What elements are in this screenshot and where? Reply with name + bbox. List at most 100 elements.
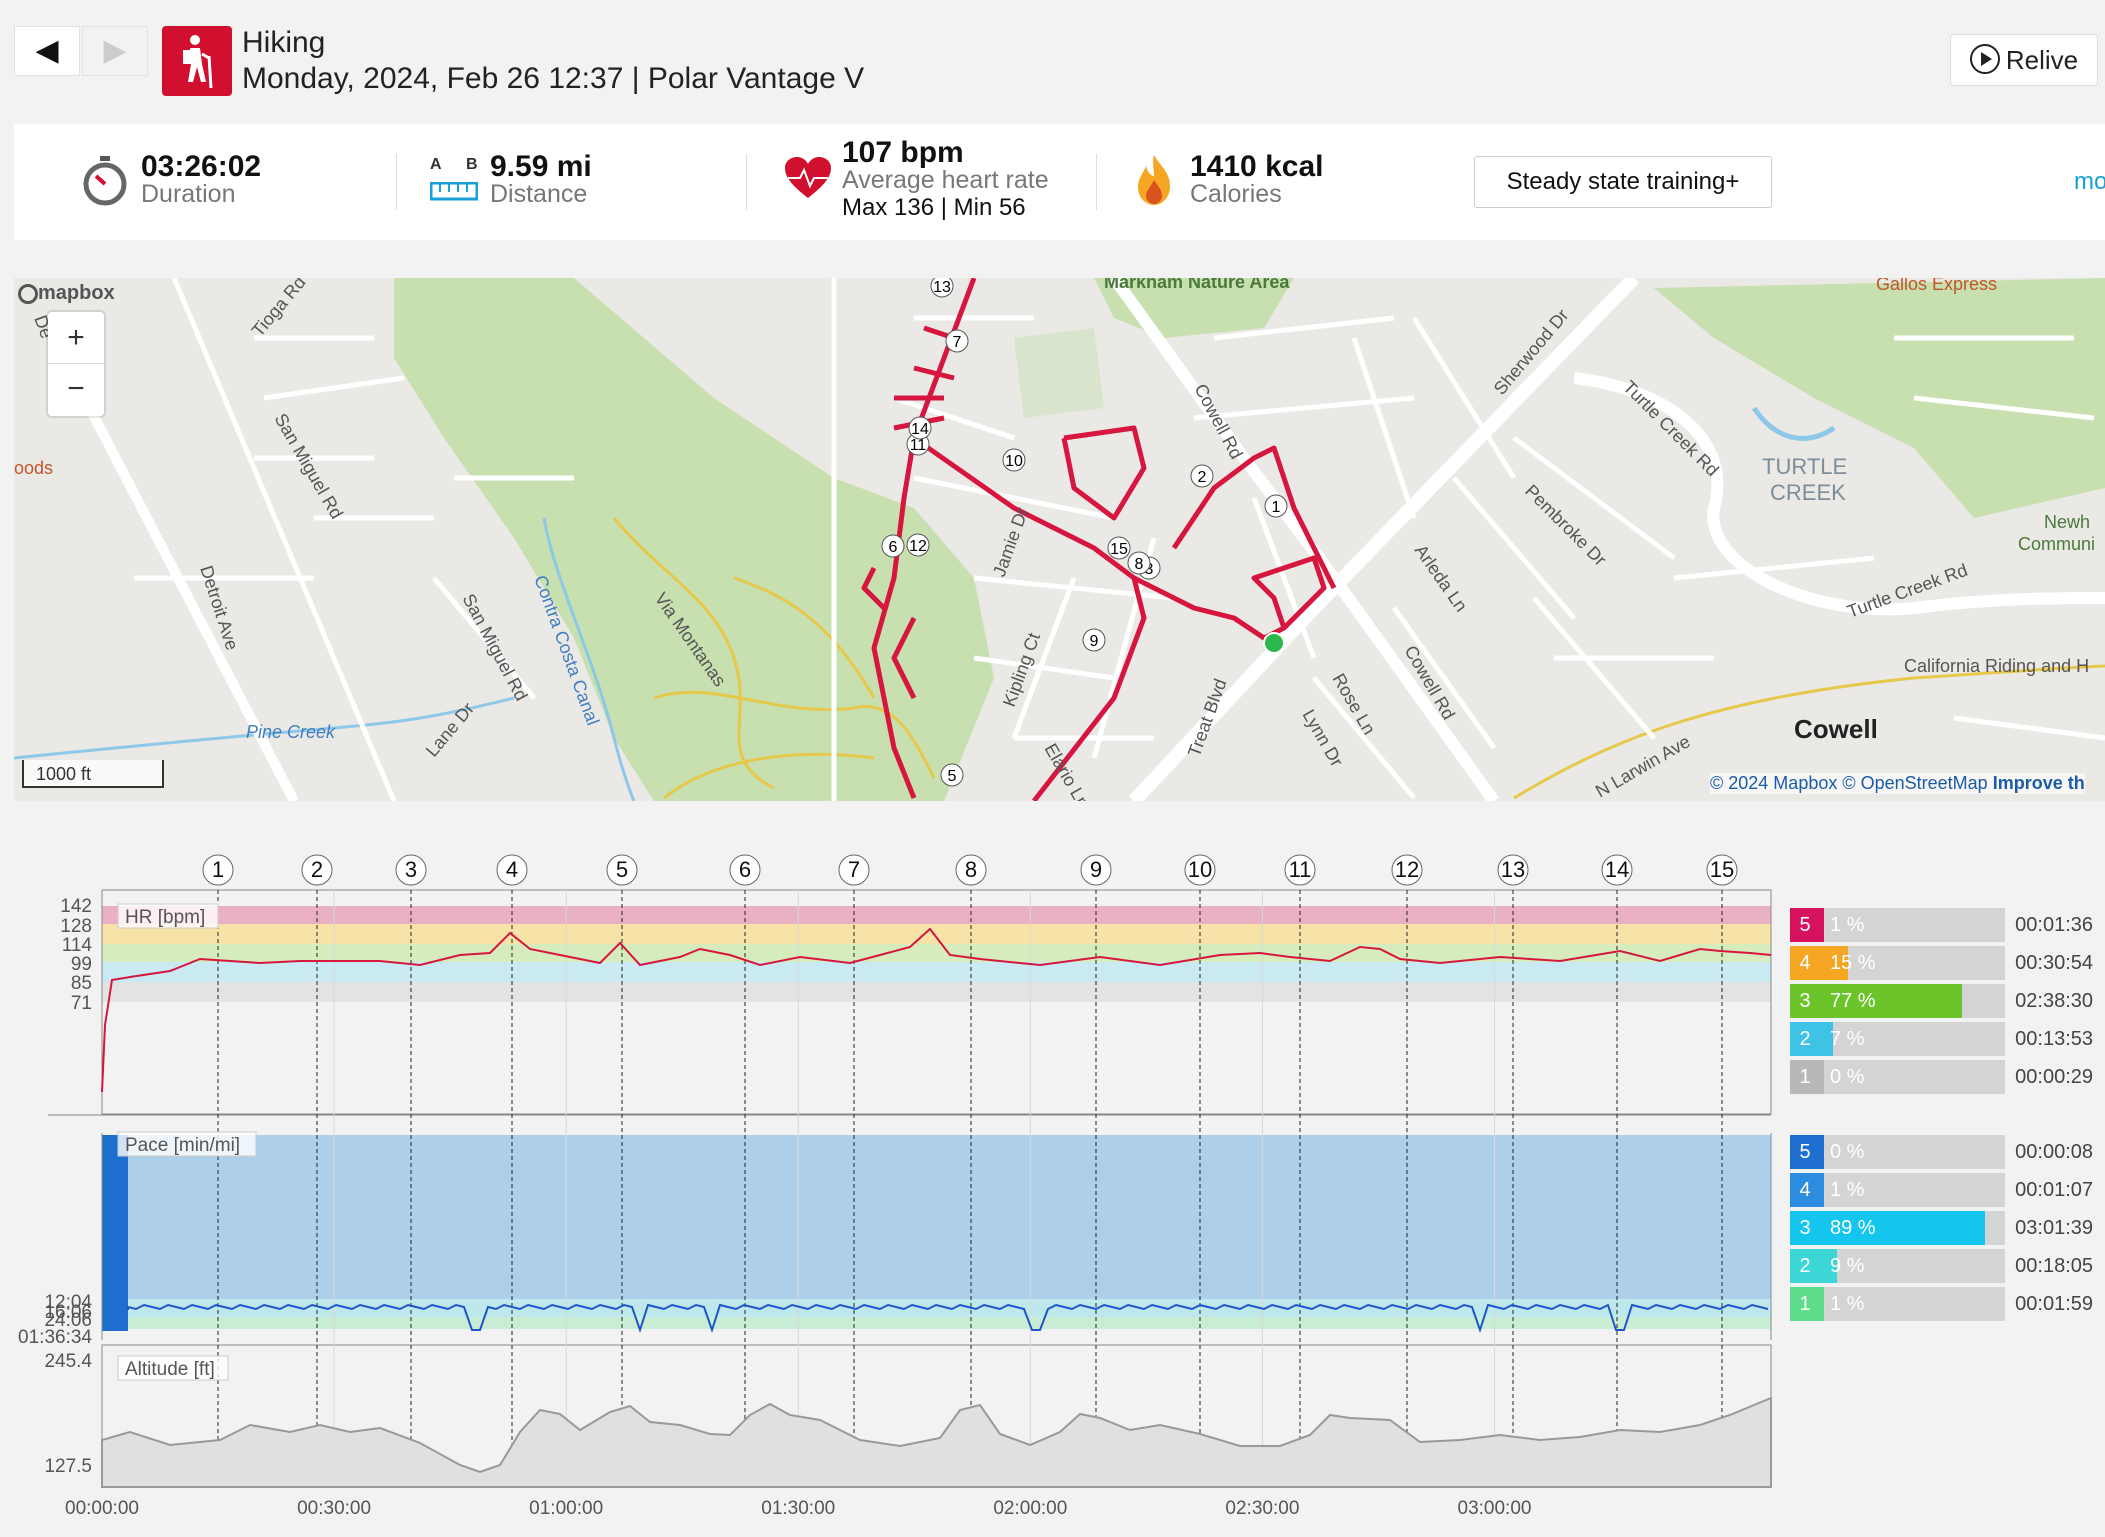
svg-text:Arleda Ln: Arleda Ln <box>1411 541 1472 616</box>
zone-bar-track <box>1820 946 2005 980</box>
zone-time: 00:00:08 <box>2015 1141 2093 1163</box>
zone-row: 3 89 % 03:01:39 <box>1790 1211 2095 1245</box>
lap-marker <box>1601 854 1633 886</box>
back-button[interactable]: ◀ <box>14 26 80 76</box>
zone-bar-track <box>1820 1287 2005 1321</box>
lap-marker <box>395 854 427 886</box>
hr-tick-label: 99 <box>71 954 92 975</box>
lap-number: 15 <box>1710 857 1734 882</box>
zone-percent: 9 % <box>1830 1255 1865 1277</box>
hr-label: Average heart rate <box>842 166 1049 194</box>
lap-number: 11 <box>1289 857 1312 882</box>
svg-text:2: 2 <box>1198 469 1207 486</box>
copyright-text[interactable]: © 2024 Mapbox © OpenStreetMap <box>1710 773 1988 793</box>
time-tick-label: 01:00:00 <box>529 1498 603 1519</box>
svg-text:Jamie Dr: Jamie Dr <box>989 505 1032 580</box>
pace-tick-label: 24:06 <box>44 1310 92 1331</box>
map-scale: 1000 ft <box>22 760 164 788</box>
hiking-icon <box>162 26 232 96</box>
zone-percent: 77 % <box>1830 990 1876 1012</box>
pace-zone-band <box>102 1299 1771 1317</box>
time-tick-label: 01:30:00 <box>761 1498 835 1519</box>
hr-value: 107 bpm <box>842 136 964 169</box>
svg-text:Tioga Rd: Tioga Rd <box>248 278 310 341</box>
altitude-tick-label: 245.4 <box>44 1351 92 1372</box>
zone-bar-fill <box>1820 1211 1985 1245</box>
lap-marker <box>1391 854 1423 886</box>
altitude-tick-label: 127.5 <box>44 1456 92 1477</box>
zone-percent: 89 % <box>1830 1217 1876 1239</box>
route-map[interactable]: 1 2 3 5 6 7 8 9 10 11 12 13 14 15 Markha… <box>14 278 2105 801</box>
time-tick-label: 00:30:00 <box>297 1498 371 1519</box>
zoom-in-button[interactable]: + <box>48 312 104 364</box>
altitude-chart-title: Altitude [ft] <box>125 1359 215 1380</box>
lap-marker <box>606 854 638 886</box>
flame-icon <box>1134 154 1174 211</box>
duration-label: Duration <box>141 180 236 208</box>
svg-text:15: 15 <box>1110 541 1128 558</box>
svg-text:N Larwin Ave: N Larwin Ave <box>1592 731 1694 801</box>
training-benefit-button[interactable]: Steady state training+ <box>1474 156 1772 208</box>
zone-time: 00:00:29 <box>2015 1066 2093 1088</box>
hr-zone-band <box>102 982 1771 1002</box>
zone-row: 5 0 % 00:00:08 <box>1790 1135 2095 1169</box>
duration-value: 03:26:02 <box>141 150 262 183</box>
svg-text:Cowell Rd: Cowell Rd <box>1190 380 1246 462</box>
zone-time: 00:01:36 <box>2015 914 2093 936</box>
lap-number: 4 <box>506 857 518 882</box>
svg-text:Gallos Express: Gallos Express <box>1876 278 1997 294</box>
relive-button[interactable]: Relive <box>1950 34 2098 86</box>
pace-chart-title-box <box>117 1131 257 1157</box>
hr-line <box>101 927 1772 1093</box>
session-subtitle: Monday, 2024, Feb 26 12:37 | Polar Vanta… <box>242 62 865 95</box>
calories-label: Calories <box>1190 180 1282 208</box>
svg-text:9: 9 <box>1090 633 1099 650</box>
pace-zone-band <box>102 1135 1771 1299</box>
zone-row: 3 77 % 02:38:30 <box>1790 984 2095 1018</box>
improve-link[interactable]: Improve th <box>1992 773 2085 793</box>
calories-value: 1410 kcal <box>1190 150 1324 183</box>
forward-button[interactable]: ▶ <box>82 26 148 76</box>
time-tick-label: 03:00:00 <box>1458 1498 1532 1519</box>
lap-marker <box>1706 854 1738 886</box>
hr-tick-label: 142 <box>60 896 92 917</box>
zone-time: 00:13:53 <box>2015 1028 2093 1050</box>
altitude-area <box>101 1396 1772 1488</box>
zone-time: 03:01:39 <box>2015 1217 2093 1239</box>
svg-text:Cowell: Cowell <box>1794 714 1878 744</box>
zoom-out-button[interactable]: − <box>67 372 85 405</box>
zone-bar-track <box>1820 1249 2005 1283</box>
more-link[interactable]: mo <box>2074 168 2105 195</box>
zone-bar-fill <box>1820 1060 1824 1094</box>
zone-bar-track <box>1820 1173 2005 1207</box>
hr-chart-title: HR [bpm] <box>125 907 205 928</box>
zone-percent: 0 % <box>1830 1141 1865 1163</box>
lap-marker <box>1284 854 1316 886</box>
svg-text:San Miguel Rd: San Miguel Rd <box>271 410 347 522</box>
lap-marker <box>202 854 234 886</box>
lap-number: 1 <box>212 857 224 882</box>
zone-percent: 7 % <box>1830 1028 1865 1050</box>
zone-row: 5 1 % 00:01:36 <box>1790 908 2095 942</box>
zone-percent: 1 % <box>1830 1179 1865 1201</box>
zone-number: 4 <box>1790 1173 1820 1207</box>
stopwatch-icon <box>82 154 128 211</box>
lap-marker <box>838 854 870 886</box>
zoom-controls: + − <box>48 312 104 416</box>
hr-zone-band <box>102 962 1771 982</box>
svg-text:Communi: Communi <box>2018 534 2095 554</box>
zone-percent: 0 % <box>1830 1066 1865 1088</box>
zone-bar-fill <box>1820 984 1963 1018</box>
mapbox-logo: mapbox <box>18 282 115 305</box>
relive-label: Relive <box>2005 45 2079 75</box>
zone-row: 4 1 % 00:01:07 <box>1790 1173 2095 1207</box>
svg-text:6: 6 <box>889 539 898 556</box>
svg-text:Pine Creek: Pine Creek <box>246 722 336 742</box>
zone-number: 4 <box>1790 946 1820 980</box>
pace-tick-label: 12:04 <box>44 1292 92 1313</box>
hr-tick-label: 128 <box>60 916 92 937</box>
hr-zone-band <box>102 944 1771 962</box>
zone-row: 1 1 % 00:01:59 <box>1790 1287 2095 1321</box>
lap-number: 3 <box>405 857 417 882</box>
